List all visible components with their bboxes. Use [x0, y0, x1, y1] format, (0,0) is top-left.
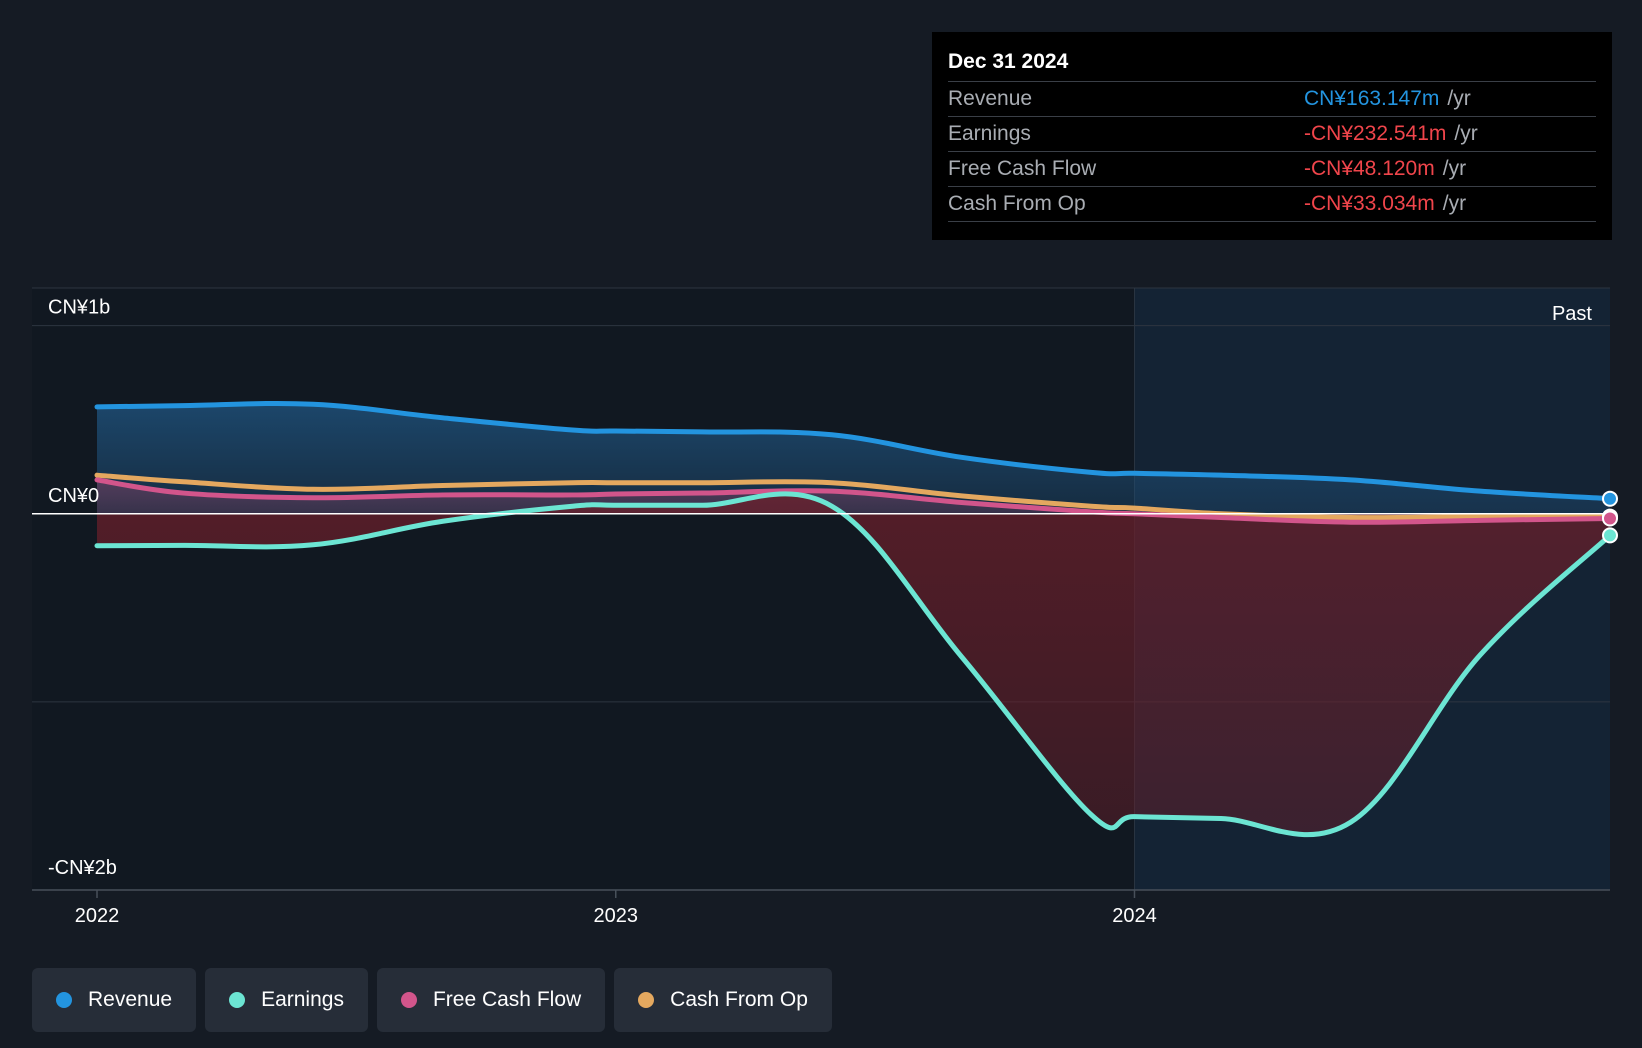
x-tick-label: 2023	[593, 905, 638, 927]
past-label: Past	[1552, 303, 1592, 325]
x-tick-label: 2024	[1112, 905, 1157, 927]
tooltip-label: Earnings	[948, 122, 1031, 145]
y-tick-label: -CN¥2b	[48, 857, 117, 879]
legend-label: Free Cash Flow	[432, 988, 582, 1011]
tooltip-row-earnings: Earnings -CN¥232.541m /yr	[948, 117, 1596, 152]
revenue-end-point	[1602, 490, 1618, 507]
tooltip-unit: /yr	[1447, 87, 1471, 110]
free-cash-flow-dot-icon	[400, 992, 417, 1008]
earnings-dot-icon	[229, 992, 246, 1008]
legend-item-free-cash-flow[interactable]: Free Cash Flow	[376, 968, 606, 1032]
cash-from-op-line	[94, 472, 1613, 521]
earnings-line	[94, 491, 1613, 838]
cash-from-op-dot-icon	[638, 992, 655, 1008]
tooltip-value: -CN¥232.541m	[1304, 122, 1447, 145]
tooltip-row-free-cash-flow: Free Cash Flow -CN¥48.120m /yr	[948, 152, 1596, 187]
tooltip-panel: Dec 31 2024 Revenue CN¥163.147m /yr Earn…	[932, 32, 1612, 240]
legend: Revenue Earnings Free Cash Flow Cash Fro…	[32, 968, 832, 1032]
tooltip-row-cash-from-op: Cash From Op -CN¥33.034m /yr	[948, 187, 1596, 222]
legend-label: Cash From Op	[670, 988, 808, 1011]
free-cash-flow-line	[94, 477, 1613, 525]
free-cash-flow-end-point	[1602, 510, 1618, 527]
financial-chart: CN¥1b CN¥0 -CN¥2b 2022 2023 2024 Past	[32, 287, 1618, 927]
tooltip-row-revenue: Revenue CN¥163.147m /yr	[948, 82, 1596, 117]
revenue-line	[94, 400, 1613, 502]
tooltip-unit: /yr	[1454, 122, 1478, 145]
tooltip-value: -CN¥48.120m	[1304, 157, 1435, 180]
earnings-area	[97, 493, 1610, 835]
tooltip-label: Free Cash Flow	[948, 157, 1097, 180]
tooltip-value: -CN¥33.034m	[1304, 192, 1435, 215]
legend-item-revenue[interactable]: Revenue	[32, 968, 197, 1032]
y-tick-label: CN¥1b	[48, 297, 110, 319]
earnings-end-point	[1602, 527, 1618, 544]
tooltip-label: Revenue	[948, 87, 1033, 110]
tooltip-label: Cash From Op	[948, 192, 1086, 215]
legend-label: Earnings	[261, 988, 344, 1011]
legend-label: Revenue	[88, 988, 173, 1011]
tooltip-date: Dec 31 2024	[948, 46, 1596, 82]
free-cash-flow-area	[97, 479, 1610, 523]
tooltip-unit: /yr	[1442, 157, 1467, 180]
x-tick-label: 2022	[75, 905, 120, 927]
tooltip-unit: /yr	[1442, 192, 1467, 215]
revenue-dot-icon	[56, 992, 72, 1008]
tooltip-value: CN¥163.147m	[1304, 87, 1440, 110]
y-tick-label: CN¥0	[48, 485, 99, 507]
legend-item-earnings[interactable]: Earnings	[205, 968, 368, 1032]
legend-item-cash-from-op[interactable]: Cash From Op	[614, 968, 832, 1032]
